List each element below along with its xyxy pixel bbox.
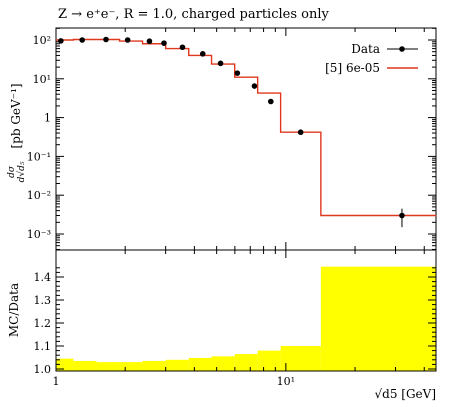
main-y-tick-label: 10⁻¹: [27, 150, 51, 163]
chart-title: Z → e⁺e⁻, R = 1.0, charged particles onl…: [58, 7, 329, 22]
data-point: [297, 129, 304, 136]
main-panel: 10² 10¹ 1 10⁻¹ 10⁻² 10⁻³ Z → e⁺e⁻, R = 1.0, c…: [3, 7, 437, 251]
legend-entry-data-marker: [399, 46, 405, 52]
data-point: [199, 51, 206, 57]
main-y-tick-label: 10⁻³: [27, 228, 51, 241]
ratio-band-bin: [188, 357, 212, 371]
ratio-y-tick-label: 1.0: [34, 363, 52, 376]
main-y-tick-label: 10²: [33, 34, 51, 47]
x-tick-label: 1: [53, 375, 60, 388]
ratio-band-bin: [119, 362, 143, 371]
svg-text:dσ d√d₅ [pb Ge: dσ d√d₅ [pb GeV⁻¹]: [3, 83, 27, 182]
ratio-band-bin: [320, 266, 436, 371]
ratio-band-bin: [142, 360, 166, 371]
ratio-band-bin: [165, 359, 189, 371]
data-point: [234, 70, 241, 76]
legend-entry-mc-label: [5] 6e-05: [325, 61, 380, 75]
main-y-tick-label: 10¹: [33, 73, 51, 86]
ratio-band-bin: [257, 350, 281, 371]
main-y-tick-label: 1: [44, 112, 51, 125]
legend-entry-data-label: Data: [351, 42, 380, 56]
ratio-y-axis-label: MC/Data: [7, 283, 21, 337]
ratio-band-bin: [96, 362, 120, 371]
data-point: [267, 98, 274, 105]
ratio-band-bin: [73, 360, 97, 371]
data-point: [79, 37, 85, 43]
ratio-band-bin: [211, 356, 235, 371]
ratio-y-tick-label: 1.4: [34, 271, 52, 284]
data-point: [399, 212, 405, 219]
data-point: [179, 44, 186, 51]
data-point: [251, 83, 258, 89]
ratio-y-tick-label: 1.3: [34, 294, 52, 307]
data-point: [146, 38, 153, 45]
legend: Data [5] 6e-05: [325, 42, 418, 75]
ratio-band-bin: [280, 346, 321, 371]
x-axis-label: √d5 [GeV]: [375, 387, 437, 401]
mc-step-line: [56, 38, 436, 217]
ratio-panel: 1 10¹ 1.0 1.1 1.2 1.3 1.4 MC/Data √d5 [GeV]: [7, 249, 437, 401]
ylabel-fraction-bottom: d√d₅: [16, 161, 27, 182]
ratio-y-tick-label: 1.1: [34, 340, 52, 353]
ratio-frame: [55, 249, 437, 372]
ylabel-units: [pb GeV⁻¹]: [9, 83, 23, 148]
ylabel-fraction-top: dσ: [7, 165, 17, 178]
ratio-band-bin: [234, 354, 258, 371]
data-point: [124, 37, 131, 43]
data-point: [161, 40, 167, 46]
data-point: [217, 60, 224, 67]
main-y-tick-label: 10⁻²: [27, 189, 51, 202]
data-point: [58, 38, 64, 44]
ratio-y-tick-label: 1.2: [34, 317, 52, 330]
main-y-axis-label: dσ d√d₅ [pb GeV⁻¹]: [3, 83, 27, 182]
ratio-band-bin: [56, 358, 74, 371]
data-point: [103, 36, 109, 43]
x-tick-label: 10¹: [277, 375, 295, 388]
